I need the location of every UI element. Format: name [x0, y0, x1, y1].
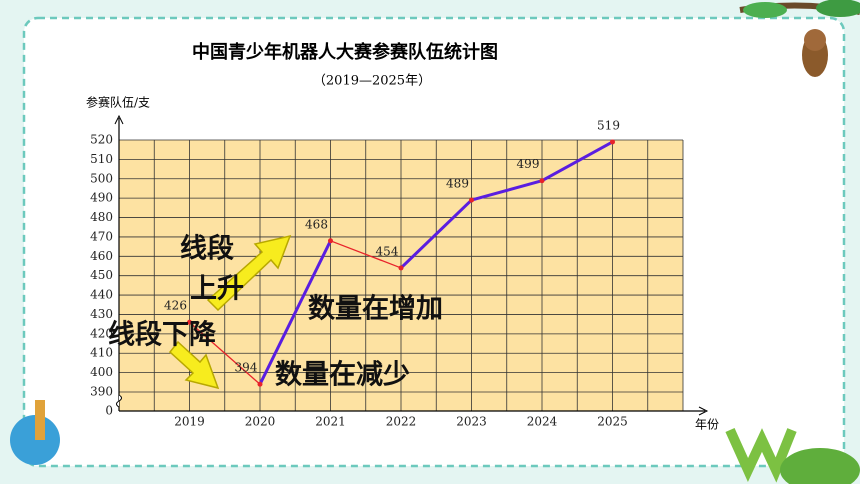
y-tick-label: 500	[90, 171, 113, 185]
point	[398, 265, 404, 271]
line-segment	[541, 140, 614, 183]
y-tick-label: 390	[90, 385, 113, 399]
line-segment	[258, 240, 332, 385]
y-tick-label: 440	[90, 288, 113, 302]
y-tick-label: 470	[90, 229, 113, 243]
line-segment	[189, 321, 261, 385]
x-tick-label: 2021	[315, 415, 346, 429]
x-tick-label: 2023	[456, 415, 487, 429]
point	[257, 381, 263, 387]
point	[539, 178, 545, 184]
line-segment	[330, 240, 402, 269]
point	[469, 197, 474, 203]
y-tick-label: 410	[90, 346, 113, 360]
decoration	[10, 0, 860, 484]
value-label: 426	[164, 299, 187, 313]
annotation: 线段	[180, 234, 234, 265]
arrow-up	[206, 234, 292, 312]
point	[610, 139, 615, 145]
value-label: 394	[235, 361, 258, 375]
y-tick-label: 0	[105, 404, 113, 418]
value-label: 499	[517, 157, 540, 171]
y-axis-label: 参赛队伍/支	[86, 95, 150, 110]
line-segment	[471, 179, 543, 202]
x-tick-label: 2020	[245, 415, 276, 429]
y-tick-label: 430	[90, 307, 113, 321]
y-tick-label: 520	[90, 133, 113, 147]
arrow-down	[168, 340, 220, 390]
chart-title: 中国青少年机器人大赛参赛队伍统计图	[192, 41, 498, 63]
annotation: 上升	[190, 274, 244, 305]
y-tick-label: 420	[90, 326, 113, 340]
point	[187, 319, 192, 325]
annotation: 数量在减少	[275, 360, 410, 391]
x-tick-label: 2025	[597, 415, 628, 429]
axis-break	[116, 394, 122, 408]
y-tick-label: 400	[90, 365, 113, 379]
y-tick-label: 480	[90, 210, 113, 224]
x-tick-label: 2022	[386, 415, 417, 429]
y-tick-label: 450	[90, 268, 113, 282]
value-label: 468	[305, 217, 328, 231]
line-segment	[399, 199, 473, 270]
chart-subtitle: （2019—2025年）	[313, 74, 431, 89]
x-axis-label: 年份	[695, 418, 719, 432]
value-label: 489	[446, 177, 469, 191]
x-tick-label: 2024	[527, 415, 558, 429]
y-tick-label: 460	[90, 249, 113, 263]
annotation: 线段下降	[108, 320, 217, 351]
y-axis-arrow	[114, 114, 124, 125]
value-label: 519	[597, 118, 620, 132]
x-axis-arrow	[698, 406, 709, 416]
x-tick-label: 2019	[174, 415, 205, 429]
point	[328, 238, 333, 244]
y-tick-label: 510	[90, 152, 113, 166]
annotation: 数量在增加	[308, 293, 443, 325]
value-label: 454	[376, 244, 399, 258]
y-tick-label: 490	[90, 191, 113, 205]
